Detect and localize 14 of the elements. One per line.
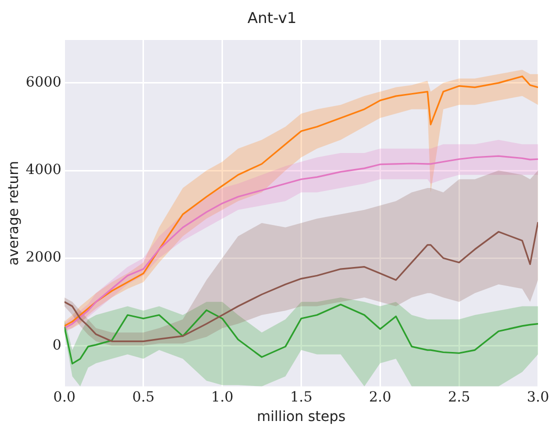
y-tick-label: 0 — [52, 337, 62, 354]
x-axis-title: million steps — [256, 409, 346, 426]
x-tick-label: 3.0 — [526, 389, 550, 406]
x-tick-label: 1.5 — [290, 389, 312, 406]
y-tick-label: 4000 — [26, 162, 62, 178]
y-tick-label: 6000 — [26, 74, 62, 91]
y-tick-label: 2000 — [26, 250, 62, 266]
chart-title: Ant-v1 — [247, 8, 297, 27]
x-tick-label: 2.5 — [448, 389, 470, 406]
y-axis-title: average return — [6, 160, 22, 266]
x-tick-label: 2.0 — [369, 389, 392, 406]
x-tick-label: 0.0 — [53, 389, 76, 406]
x-tick-label: 0.5 — [132, 389, 154, 406]
x-tick-label: 1.0 — [211, 389, 234, 406]
